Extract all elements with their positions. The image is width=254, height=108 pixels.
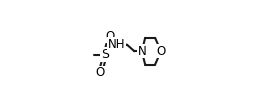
Text: NH: NH <box>108 38 126 51</box>
Text: O: O <box>106 30 115 43</box>
Text: S: S <box>101 48 109 61</box>
Text: O: O <box>156 45 166 58</box>
Text: O: O <box>96 66 105 79</box>
Text: N: N <box>137 45 146 58</box>
